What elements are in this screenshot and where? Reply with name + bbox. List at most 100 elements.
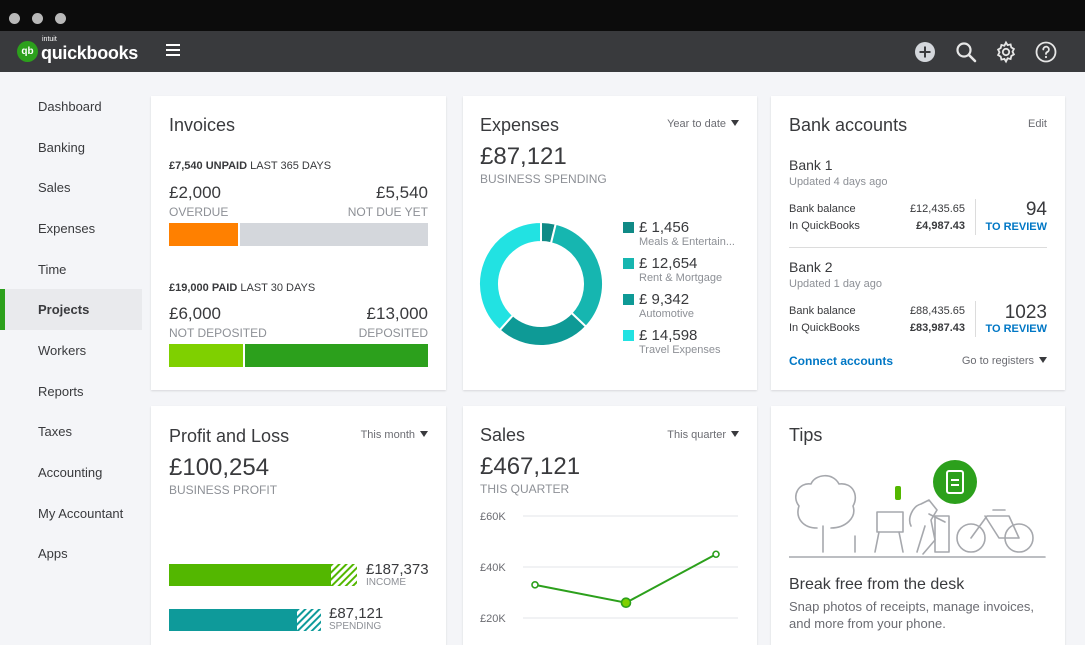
window-zoom-button[interactable] — [55, 13, 66, 24]
legend-amount: £ 14,598 — [639, 327, 698, 344]
income-label: INCOME — [366, 577, 406, 588]
chevron-down-icon — [731, 431, 739, 437]
y-tick-label: £20K — [480, 613, 506, 625]
bank-1-qb: £4,987.43 — [916, 220, 965, 232]
logo-intuit-text: intuit — [42, 36, 57, 43]
bank-1-review-count[interactable]: 94 — [1025, 199, 1047, 220]
bank-1-updated: Updated 4 days ago — [789, 176, 888, 188]
help-icon[interactable] — [1034, 40, 1058, 64]
income-hatch — [331, 564, 357, 586]
donut-slice-2[interactable] — [549, 222, 604, 329]
bank-1-balance-label: Bank balance — [789, 203, 856, 215]
spending-label: SPENDING — [329, 621, 382, 632]
bank-accounts-title: Bank accounts — [789, 115, 908, 135]
legend-amount: £ 12,654 — [639, 255, 698, 272]
legend-label: Meals & Entertain... — [639, 236, 735, 248]
spending-value: £87,121 — [329, 605, 384, 622]
profit-loss-title: Profit and Loss — [169, 426, 290, 446]
bank-1-name[interactable]: Bank 1 — [789, 157, 833, 173]
expenses-title: Expenses — [480, 115, 560, 135]
expenses-card[interactable]: Expenses Year to date £87,121 BUSINESS S… — [463, 96, 757, 390]
sales-period-dropdown[interactable]: This quarter — [667, 429, 739, 441]
sales-line-chart[interactable]: £60K £40K £20K — [463, 502, 757, 645]
bank-1-review-link[interactable]: TO REVIEW — [985, 221, 1047, 233]
window-close-button[interactable] — [9, 13, 20, 24]
sidebar-nav: Dashboard Banking Sales Expenses Time Project… — [0, 86, 142, 574]
donut-slice-3[interactable] — [498, 311, 588, 347]
legend-amount: £ 9,342 — [639, 291, 690, 308]
menu-icon[interactable] — [166, 44, 180, 56]
bank-2-review-count[interactable]: 1023 — [1004, 302, 1047, 323]
bank-2-qb-label: In QuickBooks — [789, 322, 860, 334]
quickbooks-logo[interactable]: qb intuit quickbooks — [17, 36, 139, 63]
sidebar-item-apps[interactable]: Apps — [38, 546, 68, 562]
sales-data-point[interactable] — [620, 597, 632, 608]
sales-data-point[interactable] — [712, 550, 720, 559]
expenses-caption: BUSINESS SPENDING — [480, 172, 607, 186]
expenses-period-dropdown[interactable]: Year to date — [667, 118, 739, 130]
sales-total: £467,121 — [480, 453, 581, 480]
bank-edit-link[interactable]: Edit — [1028, 118, 1047, 130]
bank-2-divider — [975, 301, 976, 337]
bank-2-review-link[interactable]: TO REVIEW — [985, 323, 1047, 335]
sidebar-item-dashboard[interactable]: Dashboard — [38, 98, 102, 114]
invoices-card[interactable]: Invoices £7,540 UNPAID LAST 365 DAYS £2,… — [151, 96, 446, 390]
donut-slice-4[interactable] — [478, 220, 542, 332]
spending-bar[interactable] — [169, 609, 297, 631]
bank-1-divider — [975, 199, 976, 235]
bank-2-updated: Updated 1 day ago — [789, 278, 882, 290]
gear-icon[interactable] — [994, 40, 1018, 64]
sidebar-item-workers[interactable]: Workers — [38, 342, 87, 358]
deposited-bar[interactable] — [245, 344, 428, 367]
sidebar-item-banking[interactable]: Banking — [38, 139, 85, 155]
profit-caption: BUSINESS PROFIT — [169, 483, 278, 497]
profit-period-dropdown[interactable]: This month — [361, 429, 428, 441]
logo-quickbooks-text: quickbooks — [41, 43, 139, 63]
sales-card[interactable]: Sales This quarter £467,121 THIS QUARTER… — [463, 406, 757, 645]
legend-amount: £ 1,456 — [639, 219, 690, 236]
sidebar-item-accounting[interactable]: Accounting — [38, 465, 103, 481]
window-minimize-button[interactable] — [32, 13, 43, 24]
overdue-label: OVERDUE — [169, 205, 229, 219]
sales-caption: THIS QUARTER — [480, 482, 570, 496]
legend-label: Automotive — [639, 308, 695, 320]
go-to-registers-dropdown[interactable]: Go to registers — [962, 355, 1047, 367]
sidebar-item-time[interactable]: Time — [38, 261, 67, 277]
invoices-unpaid-summary: £7,540 UNPAID LAST 365 DAYS — [169, 160, 332, 172]
expenses-donut-chart[interactable] — [477, 220, 605, 348]
plus-circle-icon[interactable] — [913, 40, 937, 64]
tips-illustration — [789, 460, 1046, 558]
bank-accounts-card[interactable]: Bank accounts Edit Bank 1 Updated 4 days… — [771, 96, 1065, 390]
overdue-bar[interactable] — [169, 223, 238, 246]
profit-loss-card[interactable]: Profit and Loss This month £100,254 BUSI… — [151, 406, 446, 645]
sidebar-item-projects[interactable]: Projects — [0, 289, 142, 331]
bank-2-balance: £88,435.65 — [909, 305, 965, 317]
bank-1-balance: £12,435.65 — [909, 203, 965, 215]
income-bar[interactable] — [169, 564, 331, 586]
bank-2-balance-label: Bank balance — [789, 305, 856, 317]
connect-accounts-link[interactable]: Connect accounts — [789, 354, 894, 368]
tips-title: Tips — [789, 425, 823, 445]
sidebar-item-taxes[interactable]: Taxes — [38, 424, 72, 440]
sidebar-item-my-accountant[interactable]: My Accountant — [38, 505, 124, 521]
legend-label: Travel Expenses — [639, 344, 721, 356]
sales-data-point[interactable] — [531, 581, 539, 589]
overdue-value: £2,000 — [169, 183, 221, 202]
profit-total: £100,254 — [169, 454, 270, 481]
sidebar-item-expenses[interactable]: Expenses — [38, 220, 96, 236]
sidebar-item-reports[interactable]: Reports — [38, 383, 84, 399]
search-icon[interactable] — [954, 40, 978, 64]
not-deposited-value: £6,000 — [169, 304, 221, 323]
tips-body: Snap photos of receipts, manage invoices… — [789, 599, 1034, 631]
app-header: qb intuit quickbooks — [0, 31, 1085, 72]
bank-2-name[interactable]: Bank 2 — [789, 259, 833, 275]
income-value: £187,373 — [366, 561, 429, 578]
spending-hatch — [297, 609, 321, 631]
legend-swatch — [623, 330, 634, 341]
qb-badge-icon: qb — [17, 40, 38, 62]
not-deposited-bar[interactable] — [169, 344, 243, 367]
tips-card[interactable]: Tips Break free from the desk Snap photo… — [771, 406, 1065, 645]
not-due-bar[interactable] — [240, 223, 428, 246]
sidebar-item-sales[interactable]: Sales — [38, 180, 71, 196]
expenses-total: £87,121 — [480, 143, 567, 170]
